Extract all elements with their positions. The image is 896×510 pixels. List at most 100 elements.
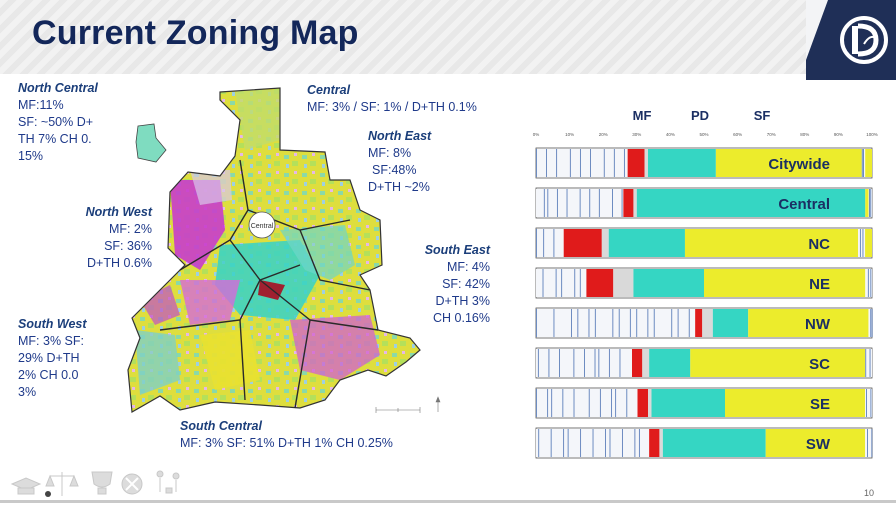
bar-stripe [869, 349, 871, 377]
bar-stripe [636, 309, 638, 337]
bar-stripe [598, 349, 600, 377]
bar-segment-gap [644, 149, 648, 177]
bar-stripe [579, 189, 581, 217]
bar-segment-mf [649, 429, 660, 457]
bar-segment-sf [865, 229, 872, 257]
category-label: Central [778, 196, 830, 213]
bar-stripe [550, 429, 552, 457]
bar-stripe [538, 429, 540, 457]
bar-stripe [618, 309, 620, 337]
bar-stripe [588, 309, 590, 337]
district-south-central: South Central MF: 3% SF: 51% D+TH 1% CH … [180, 418, 460, 452]
bar-segment-gap [633, 189, 637, 217]
district-line: MF: 3% / SF: 1% / D+TH 0.1% [307, 100, 477, 114]
category-label: SW [806, 436, 831, 453]
bar-segment-other [536, 389, 638, 417]
tick-label: 60% [733, 132, 742, 137]
bar-stripe [599, 389, 601, 417]
bar-stripe [573, 349, 575, 377]
tick-label: 10% [565, 132, 574, 137]
district-name: South Central [180, 419, 262, 433]
bar-stripe [615, 389, 617, 417]
bar-stripe [866, 389, 867, 417]
district-north-west: North West MF: 2% SF: 36% D+TH 0.6% [52, 204, 152, 272]
bar-stripe [870, 389, 872, 417]
bar-stripe [590, 149, 591, 177]
city-logo [806, 0, 896, 80]
bar-stripe [571, 309, 572, 337]
bar-stripe [611, 389, 613, 417]
bar-stripe [553, 229, 555, 257]
bar-stripe [592, 429, 594, 457]
district-line: MF:11% [18, 98, 64, 112]
bar-segment-pd [712, 309, 749, 337]
district-line: TH 7% CH 0. [18, 132, 92, 146]
north-island [135, 123, 167, 163]
bar-stripe [594, 349, 596, 377]
bar-stripe [551, 389, 553, 417]
bar-segment-gap [642, 349, 650, 377]
district-south-east: South East MF: 4% SF: 42% D+TH 3% CH 0.1… [395, 242, 490, 327]
bar-stripe [870, 189, 872, 217]
district-line: D+TH 0.6% [87, 256, 152, 270]
tick-label: 40% [666, 132, 675, 137]
bar-stripe [546, 149, 547, 177]
header-band [0, 0, 896, 74]
bar-segment-other [536, 189, 624, 217]
bar-stripe [861, 149, 863, 177]
bar-stripe [556, 149, 558, 177]
bar-stripe [612, 189, 613, 217]
column-header: PD [691, 108, 709, 123]
district-name: South East [424, 243, 490, 257]
bar-stripe [653, 309, 655, 337]
bar-stripe [566, 189, 568, 217]
district-north-east: North East MF: 8% SF:48% D+TH ~2% [368, 128, 478, 196]
footer-icon-row [10, 470, 180, 497]
district-line: SF: ~50% D+ [18, 115, 94, 129]
district-central: Central MF: 3% / SF: 1% / D+TH 0.1% [307, 82, 527, 116]
bar-stripe [537, 349, 539, 377]
bar-stripe [580, 429, 582, 457]
bar-segment-other [536, 309, 696, 337]
bar-segment-pd [648, 149, 716, 177]
bar-segment-mf [632, 349, 643, 377]
category-label: SE [810, 396, 830, 413]
bar-segment-gap [702, 309, 713, 337]
category-label: NC [808, 236, 830, 253]
tick-label: 50% [699, 132, 708, 137]
family-icon [156, 470, 180, 494]
bar-stripe [588, 389, 590, 417]
bar-segment-other [536, 229, 564, 257]
bar-stripe [688, 309, 690, 337]
district-line: MF: 3% SF: [18, 334, 84, 348]
tick-label: 90% [834, 132, 843, 137]
bar-segment-other [865, 389, 872, 417]
bar-segment-mf [695, 309, 703, 337]
bar-segment-pd [636, 189, 866, 217]
district-line: MF: 4% [446, 260, 490, 274]
bar-stripe [863, 149, 864, 177]
bar-segment-sf [715, 149, 862, 177]
district-name: North Central [18, 81, 98, 95]
bar-stripe [589, 189, 591, 217]
justice-scale-icon [45, 472, 79, 496]
bar-stripe [629, 309, 631, 337]
district-line: MF: 3% SF: 51% D+TH 1% CH 0.25% [180, 436, 393, 450]
bar-segment-sf [684, 229, 859, 257]
tick-label: 0% [533, 132, 540, 137]
bar-segment-mf [586, 269, 614, 297]
district-line: SF: 42% [442, 277, 490, 291]
bar-stripe [594, 309, 596, 337]
bar-stripe [623, 149, 625, 177]
bar-segment-mf [563, 229, 602, 257]
bar-segment-sf [690, 349, 866, 377]
bar-segment-sf [765, 429, 866, 457]
bar-segment-pd [651, 389, 725, 417]
bar-stripe [619, 349, 621, 377]
bar-segment-sf [748, 309, 869, 337]
bar-stripe [647, 309, 649, 337]
bar-stripe [671, 309, 673, 337]
bar-stripe [862, 229, 864, 257]
bar-stripe [562, 389, 564, 417]
